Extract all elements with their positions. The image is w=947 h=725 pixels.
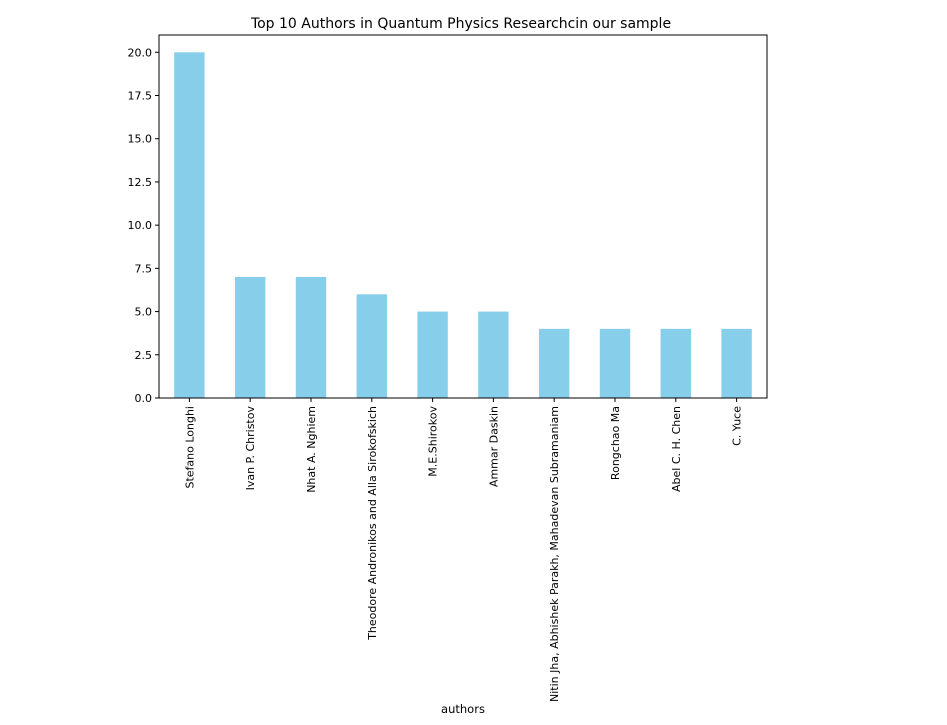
y-tick-label: 17.5 [128,90,153,103]
x-tick-label: Rongchao Ma [609,406,622,480]
y-tick-label: 5.0 [135,306,153,319]
x-tick-label: Nitin Jha, Abhishek Parakh, Mahadevan Su… [548,406,561,702]
x-tick-label: Stefano Longhi [183,406,196,489]
x-tick-label: Ivan P. Christov [244,406,257,491]
y-tick-label: 2.5 [135,349,153,362]
x-tick-label: Ammar Daskin [487,406,500,487]
bar-10 [721,328,752,398]
bar-6 [478,311,509,398]
y-tick-label: 20.0 [128,46,153,59]
y-tick-label: 12.5 [128,176,153,189]
x-tick-label: M.E.Shirokov [427,406,440,477]
bar-3 [295,277,327,398]
bar-1 [174,52,205,399]
x-axis-label: authors [441,702,485,716]
y-tick-label: 10.0 [128,219,153,232]
bar-2 [235,277,266,398]
x-tick-label: Abel C. H. Chen [670,406,683,492]
bars-group [174,52,752,399]
bar-7 [539,328,570,398]
x-tick-label: Theodore Andronikos and Alla Sirokofskic… [366,406,379,641]
x-tick-label: Nhat A. Nghiem [305,406,318,493]
y-tick-label: 15.0 [128,133,153,146]
x-axis: Stefano Longhi Ivan P. Christov Nhat A. Ng… [183,398,744,702]
bar-5 [417,311,448,398]
bar-8 [599,328,631,398]
y-tick-label: 0.0 [135,392,153,405]
chart-title: Top 10 Authors in Quantum Physics Resear… [250,16,671,32]
bar-4 [356,294,387,398]
plot-frame [158,34,768,399]
y-axis: 0.0 2.5 5.0 7.5 10.0 12.5 15.0 17.5 20.0 [128,46,159,405]
y-tick-label: 7.5 [135,262,153,275]
x-tick-label: C. Yuce [731,406,744,446]
bar-9 [660,328,691,398]
